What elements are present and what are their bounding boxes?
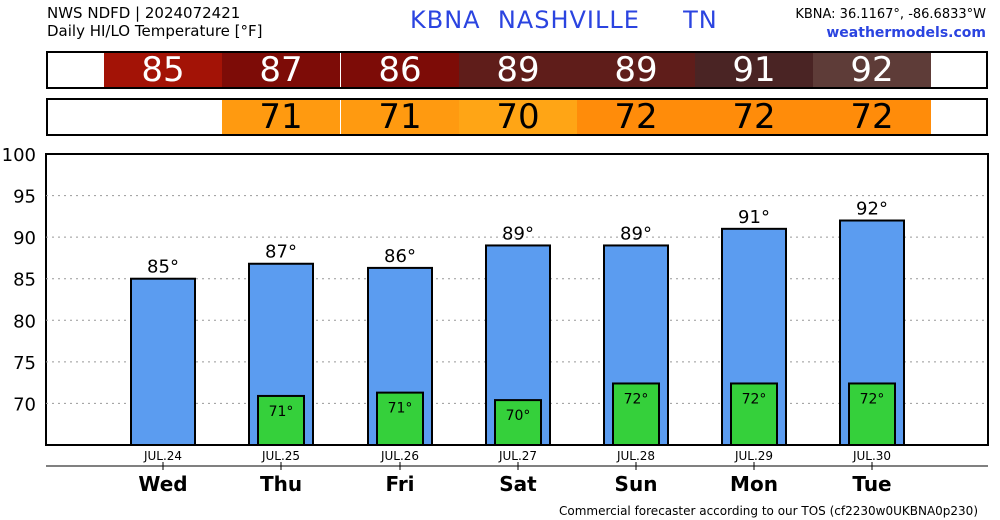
low-bar	[257, 394, 305, 446]
x-date-label: JUL.26	[380, 449, 419, 463]
y-tick-label: 100	[2, 145, 36, 166]
low-bar	[612, 382, 660, 447]
x-date-label: JUL.29	[734, 449, 773, 463]
station-state: TN	[683, 6, 718, 34]
x-day-label: Sat	[499, 472, 537, 496]
high-bar	[130, 277, 196, 446]
low-label: 70°	[506, 408, 531, 424]
x-day-label: Thu	[260, 472, 302, 496]
low-temp-cell: 72	[695, 97, 813, 137]
product-line: NWS NDFD | 2024072421	[47, 4, 241, 22]
low-temp-cell: 72	[577, 97, 695, 137]
header-right: KBNA: 36.1167°, -86.6833°W weathermodels…	[795, 6, 986, 42]
station-coords: KBNA: 36.1167°, -86.6833°W	[795, 7, 986, 22]
high-label: 89°	[620, 223, 652, 244]
product-title: Daily HI/LO Temperature [°F]	[47, 22, 263, 40]
low-temp-strip: 71 71 70 72 72 72	[46, 97, 988, 137]
x-date-label: JUL.24	[143, 449, 182, 463]
footer-note: Commercial forecaster according to our T…	[558, 504, 978, 518]
x-date-label: JUL.25	[261, 449, 300, 463]
high-temp-cell: 92	[813, 50, 931, 90]
low-bar	[376, 391, 424, 446]
station-title: KBNA NASHVILLE TN	[410, 6, 718, 34]
high-temp-cell: 89	[459, 50, 577, 90]
x-date-label: JUL.28	[616, 449, 655, 463]
low-temp-cell: 72	[813, 97, 931, 137]
low-label: 72°	[742, 391, 767, 407]
low-temp-cell: 71	[222, 97, 340, 137]
low-temp-cell: 71	[341, 97, 459, 137]
x-day-label: Sun	[615, 472, 658, 496]
low-label: 71°	[269, 404, 294, 420]
high-temp-cell: 87	[222, 50, 340, 90]
x-day-label: Mon	[730, 472, 778, 496]
high-label: 92°	[856, 199, 888, 220]
low-bar	[730, 382, 778, 447]
x-day-label: Tue	[852, 472, 891, 496]
high-label: 85°	[147, 257, 179, 278]
y-tick-label: 75	[13, 353, 36, 374]
y-tick-label: 90	[13, 228, 36, 249]
high-temp-cell: 91	[695, 50, 813, 90]
high-label: 91°	[738, 207, 770, 228]
station-id: KBNA	[410, 6, 481, 34]
high-label: 86°	[384, 246, 416, 267]
low-temp-cell: 70	[459, 97, 577, 137]
temperature-chart: 70 75 80 85 90 95 100 85° 87° 71° 86° 71° 89° 70° 89° 7…	[2, 145, 989, 496]
y-tick-label: 95	[13, 187, 36, 208]
x-day-label: Fri	[385, 472, 414, 496]
y-tick-label: 85	[13, 270, 36, 291]
high-temp-strip: 85 87 86 89 89 91 92	[46, 50, 988, 90]
high-temp-cell: 85	[104, 50, 222, 90]
low-bar	[494, 399, 542, 446]
y-tick-label: 70	[13, 394, 36, 415]
low-label: 72°	[624, 391, 649, 407]
low-bar	[848, 382, 896, 447]
high-label: 89°	[502, 223, 534, 244]
y-tick-label: 80	[13, 311, 36, 332]
high-temp-cell: 89	[577, 50, 695, 90]
station-city: NASHVILLE	[497, 6, 640, 34]
site-link[interactable]: weathermodels.com	[826, 25, 986, 41]
low-label: 72°	[860, 391, 885, 407]
header-left: NWS NDFD | 2024072421 Daily HI/LO Temper…	[47, 4, 263, 40]
high-label: 87°	[265, 242, 297, 263]
x-day-label: Wed	[138, 472, 187, 496]
high-temp-cell: 86	[341, 50, 459, 90]
low-label: 71°	[388, 401, 413, 417]
x-date-label: JUL.27	[498, 449, 537, 463]
x-date-label: JUL.30	[852, 449, 891, 463]
